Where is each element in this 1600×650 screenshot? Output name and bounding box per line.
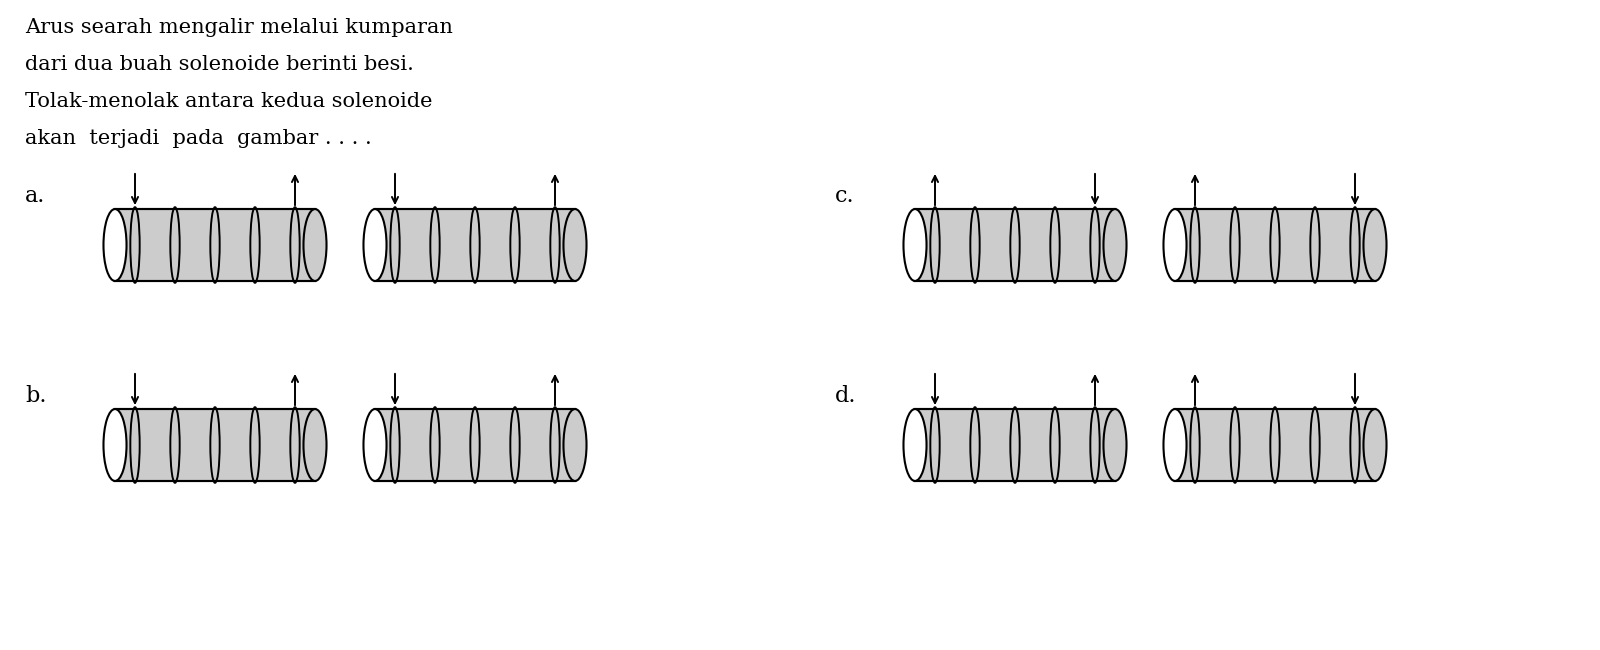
Ellipse shape	[563, 409, 587, 481]
Bar	[374, 409, 574, 481]
Ellipse shape	[304, 409, 326, 481]
Text: akan  terjadi  pada  gambar . . . .: akan terjadi pada gambar . . . .	[26, 129, 371, 148]
Ellipse shape	[104, 409, 126, 481]
Ellipse shape	[563, 209, 587, 281]
Text: Arus searah mengalir melalui kumparan: Arus searah mengalir melalui kumparan	[26, 18, 453, 37]
Ellipse shape	[304, 209, 326, 281]
Bar	[915, 209, 1115, 281]
Ellipse shape	[104, 209, 126, 281]
Text: a.: a.	[26, 185, 45, 207]
Text: Tolak-menolak antara kedua solenoide: Tolak-menolak antara kedua solenoide	[26, 92, 432, 111]
Ellipse shape	[904, 409, 926, 481]
Ellipse shape	[1104, 209, 1126, 281]
Text: c.: c.	[835, 185, 854, 207]
Ellipse shape	[363, 209, 387, 281]
Ellipse shape	[1104, 409, 1126, 481]
Ellipse shape	[1163, 409, 1187, 481]
Text: d.: d.	[835, 385, 856, 407]
Bar	[115, 409, 315, 481]
Bar	[1174, 209, 1374, 281]
Ellipse shape	[904, 209, 926, 281]
Ellipse shape	[1363, 209, 1387, 281]
Text: b.: b.	[26, 385, 46, 407]
Text: dari dua buah solenoide berinti besi.: dari dua buah solenoide berinti besi.	[26, 55, 414, 74]
Bar	[1174, 409, 1374, 481]
Bar	[115, 209, 315, 281]
Ellipse shape	[1163, 209, 1187, 281]
Bar	[374, 209, 574, 281]
Ellipse shape	[363, 409, 387, 481]
Bar	[915, 409, 1115, 481]
Ellipse shape	[1363, 409, 1387, 481]
